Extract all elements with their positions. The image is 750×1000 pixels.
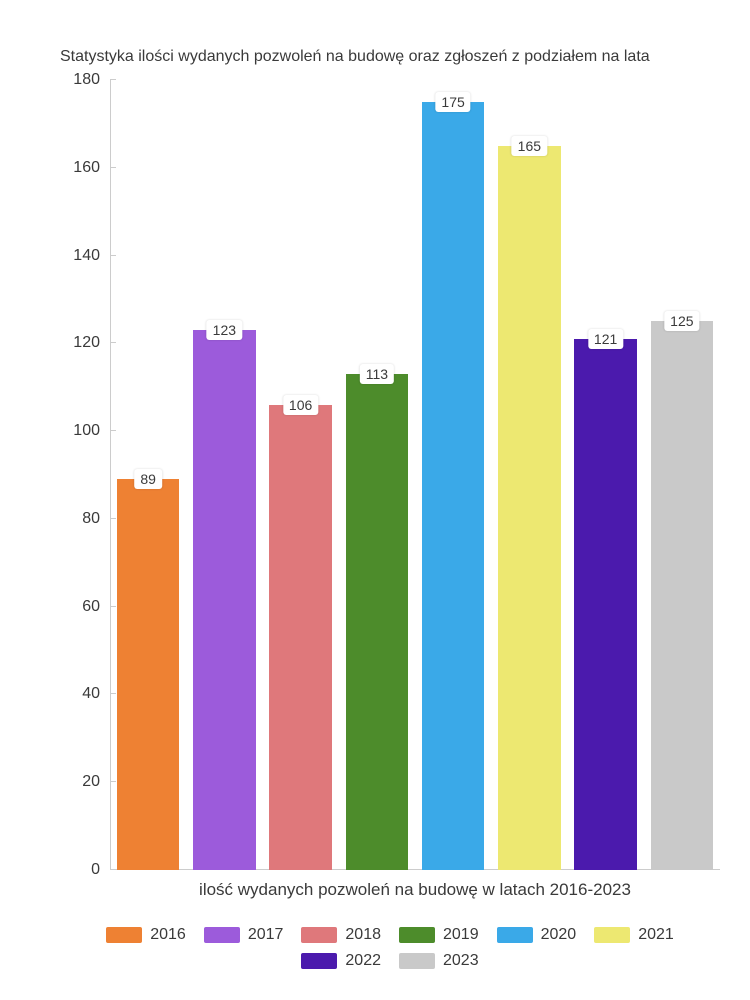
legend-item: 2017 xyxy=(204,926,284,944)
legend-item: 2022 xyxy=(301,952,381,970)
bar: 123 xyxy=(193,330,256,870)
bar-chart: Statystyka ilości wydanych pozwoleń na b… xyxy=(0,0,750,1000)
legend-item: 2019 xyxy=(399,926,479,944)
legend-swatch xyxy=(301,927,337,943)
legend-item: 2016 xyxy=(106,926,186,944)
legend-label: 2022 xyxy=(345,952,381,970)
bar-value-label: 125 xyxy=(664,311,699,331)
legend-swatch xyxy=(399,953,435,969)
bar: 165 xyxy=(498,146,561,870)
bar: 113 xyxy=(346,374,409,870)
bar: 106 xyxy=(269,405,332,870)
legend-swatch xyxy=(497,927,533,943)
legend-label: 2017 xyxy=(248,926,284,944)
legend-item: 2020 xyxy=(497,926,577,944)
y-tick-label: 20 xyxy=(82,773,100,791)
legend-label: 2018 xyxy=(345,926,381,944)
bar-value-label: 89 xyxy=(134,469,162,489)
chart-title: Statystyka ilości wydanych pozwoleń na b… xyxy=(60,48,650,66)
y-tick-label: 80 xyxy=(82,510,100,528)
legend-label: 2023 xyxy=(443,952,479,970)
y-tick-label: 0 xyxy=(91,861,100,879)
legend-swatch xyxy=(399,927,435,943)
legend-swatch xyxy=(204,927,240,943)
bar-value-label: 165 xyxy=(512,136,547,156)
y-tick-label: 160 xyxy=(73,159,100,177)
legend-label: 2016 xyxy=(150,926,186,944)
bar-value-label: 121 xyxy=(588,329,623,349)
y-tick-label: 60 xyxy=(82,598,100,616)
legend-item: 2023 xyxy=(399,952,479,970)
bar: 125 xyxy=(651,321,714,870)
legend-swatch xyxy=(594,927,630,943)
legend-swatch xyxy=(106,927,142,943)
bars-group: 89123106113175165121125 xyxy=(110,80,720,870)
y-tick-label: 100 xyxy=(73,422,100,440)
legend-item: 2021 xyxy=(594,926,674,944)
bar: 89 xyxy=(117,479,180,870)
legend-label: 2021 xyxy=(638,926,674,944)
bar-value-label: 123 xyxy=(207,320,242,340)
bar-value-label: 175 xyxy=(435,92,470,112)
bar-value-label: 106 xyxy=(283,395,318,415)
y-tick-label: 180 xyxy=(73,71,100,89)
bar: 121 xyxy=(574,339,637,870)
legend-label: 2019 xyxy=(443,926,479,944)
x-axis-label: ilość wydanych pozwoleń na budowę w lata… xyxy=(110,880,720,900)
legend-item: 2018 xyxy=(301,926,381,944)
legend: 2016 2017 2018 2019 2020 2021 2022 2023 xyxy=(60,926,720,970)
legend-swatch xyxy=(301,953,337,969)
y-tick-label: 40 xyxy=(82,685,100,703)
y-tick-label: 120 xyxy=(73,334,100,352)
legend-label: 2020 xyxy=(541,926,577,944)
plot-area: 020406080100120140160180 891231061131751… xyxy=(110,80,720,870)
bar-value-label: 113 xyxy=(360,364,394,384)
y-tick-label: 140 xyxy=(73,247,100,265)
bar: 175 xyxy=(422,102,485,870)
